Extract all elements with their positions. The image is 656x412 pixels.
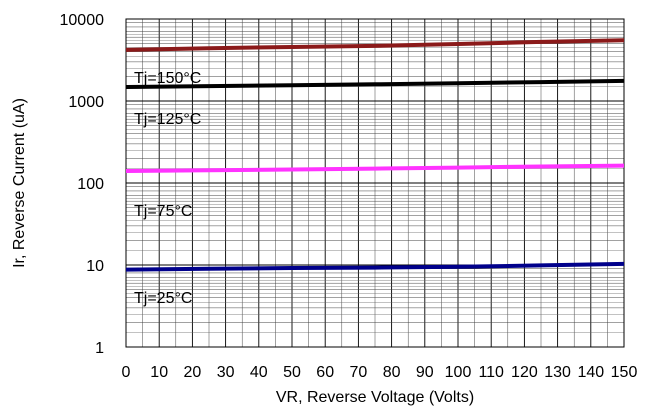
- y-tick-label: 100: [77, 176, 104, 193]
- x-tick-label: 110: [478, 364, 504, 381]
- x-axis-title: VR, Reverse Voltage (Volts): [276, 389, 474, 406]
- x-tick-label: 50: [283, 364, 301, 381]
- series-line-1: [125, 78, 625, 89]
- series-line-0: [125, 38, 625, 52]
- y-tick-label: 10: [86, 258, 104, 275]
- y-tick-label: 10000: [60, 12, 105, 29]
- series-label: Tj=125°C: [134, 111, 201, 128]
- x-tick-label: 60: [316, 364, 334, 381]
- series-label: Tj=150°C: [134, 70, 201, 87]
- x-tick-label: 140: [577, 364, 604, 381]
- x-tick-label: 90: [416, 364, 434, 381]
- y-tick-label: 1: [95, 340, 104, 357]
- x-tick-label: 100: [445, 364, 472, 381]
- series-line-3: [125, 261, 625, 272]
- x-tick-label: 30: [217, 364, 235, 381]
- x-tick-label: 0: [122, 364, 131, 381]
- x-tick-label: 40: [250, 364, 268, 381]
- plot-area: [125, 18, 625, 348]
- series-line-2: [125, 163, 625, 173]
- series-lines: [125, 38, 625, 272]
- x-tick-label: 20: [184, 364, 202, 381]
- series-labels: Tj=150°C Tj=125°C Tj=75°C Tj=25°C: [134, 70, 201, 307]
- x-tick-label: 150: [611, 364, 638, 381]
- x-tick-label: 120: [511, 364, 538, 381]
- series-label: Tj=75°C: [134, 203, 192, 220]
- x-tick-label: 70: [350, 364, 368, 381]
- grid: [125, 18, 625, 348]
- y-tick-labels: 1 10 100 1000 10000: [60, 12, 105, 357]
- x-tick-label: 130: [544, 364, 571, 381]
- x-tick-label: 10: [150, 364, 168, 381]
- x-tick-labels: 0 10 20 30 40 50 60 70 80 90 100 110 120 130 140 150: [122, 364, 638, 381]
- series-label: Tj=25°C: [134, 290, 192, 307]
- y-axis-title: Ir, Reverse Current (uA): [11, 98, 28, 268]
- y-tick-label: 1000: [68, 94, 104, 111]
- x-tick-label: 80: [383, 364, 401, 381]
